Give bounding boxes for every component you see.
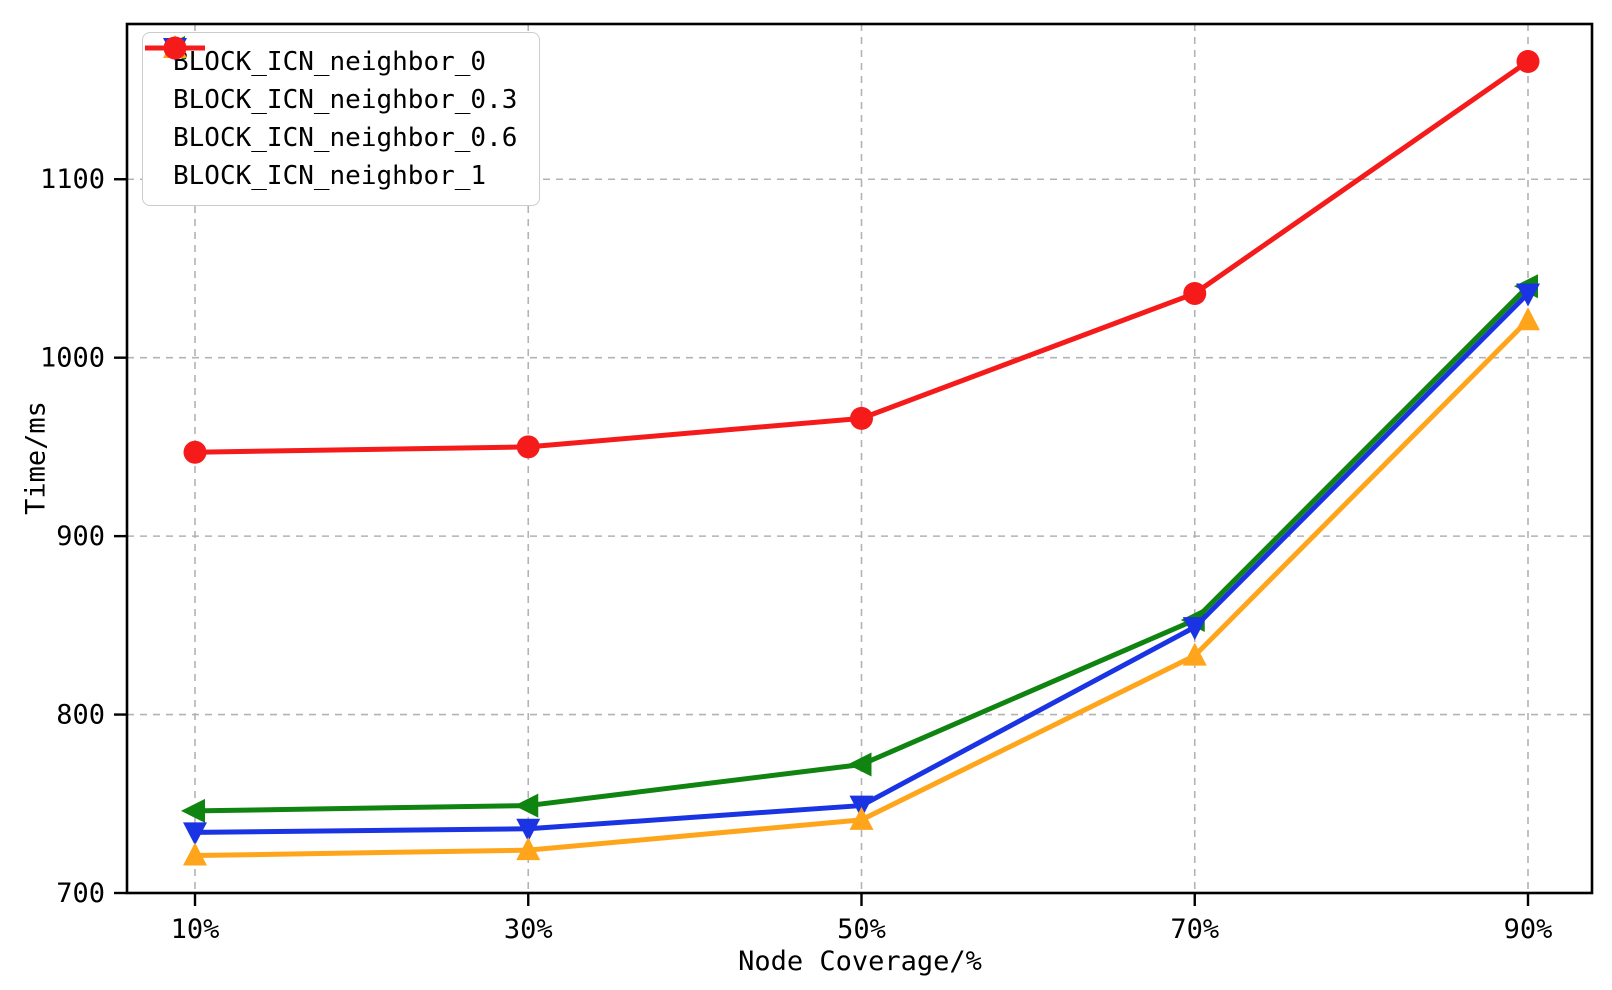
legend: BLOCK_ICN_neighbor_0 BLOCK_ICN_neighbor_0… [142,32,541,206]
data-point-marker-triangle-up [516,837,541,861]
y-tick-label: 1000 [40,343,105,374]
plot-border [125,22,1594,895]
data-point-marker-triangle-left [181,798,205,823]
data-point-marker-circle [1183,281,1207,305]
data-point-marker-triangle-up [183,842,207,866]
y-tick-label: 900 [56,521,105,552]
legend-label: BLOCK_ICN_neighbor_0 [173,47,487,77]
legend-label: BLOCK_ICN_neighbor_0.6 [173,123,518,153]
y-tick-label: 800 [56,700,105,731]
legend-item-BLOCK_ICN_neighbor_0.3: BLOCK_ICN_neighbor_0.3 [145,38,518,119]
x-tick-label: 10% [171,914,220,945]
data-point-marker-circle [850,406,873,430]
data-point-marker-circle [183,440,207,464]
data-point-marker-triangle-down [183,822,207,846]
y-tick-label: 700 [56,878,105,909]
x-tick-label: 90% [1504,914,1553,945]
x-tick-label: 30% [504,914,553,945]
legend-label: BLOCK_ICN_neighbor_0.3 [173,85,518,115]
data-point-marker-circle [1516,49,1540,73]
x-tick-label: 50% [837,914,886,945]
data-point-marker-triangle-up [1182,642,1207,666]
data-point-marker-triangle-down [1182,617,1207,641]
legend-item-BLOCK_ICN_neighbor_1: BLOCK_ICN_neighbor_1 [145,36,517,195]
legend-circle-icon [145,36,205,60]
legend-item-BLOCK_ICN_neighbor_0.6: BLOCK_ICN_neighbor_0.6 [145,35,518,157]
data-point-marker-triangle-up [849,806,874,830]
data-point-marker-triangle-left [514,793,539,818]
data-point-marker-triangle-down [1516,283,1540,307]
data-point-marker-circle [516,435,540,459]
legend-label: BLOCK_ICN_neighbor_1 [173,161,487,191]
x-axis-label: Node Coverage/% [738,946,982,977]
data-point-marker-triangle-up [1516,307,1540,331]
data-point-marker-triangle-down [516,818,541,842]
y-tick-label: 1100 [40,164,105,195]
legend-item-BLOCK_ICN_neighbor_0: BLOCK_ICN_neighbor_0 [145,36,517,81]
legend-marker-circle [163,36,187,60]
y-axis-label: Time/ms [20,401,52,515]
x-tick-label: 70% [1170,914,1219,945]
data-point-marker-triangle-left [847,752,872,777]
